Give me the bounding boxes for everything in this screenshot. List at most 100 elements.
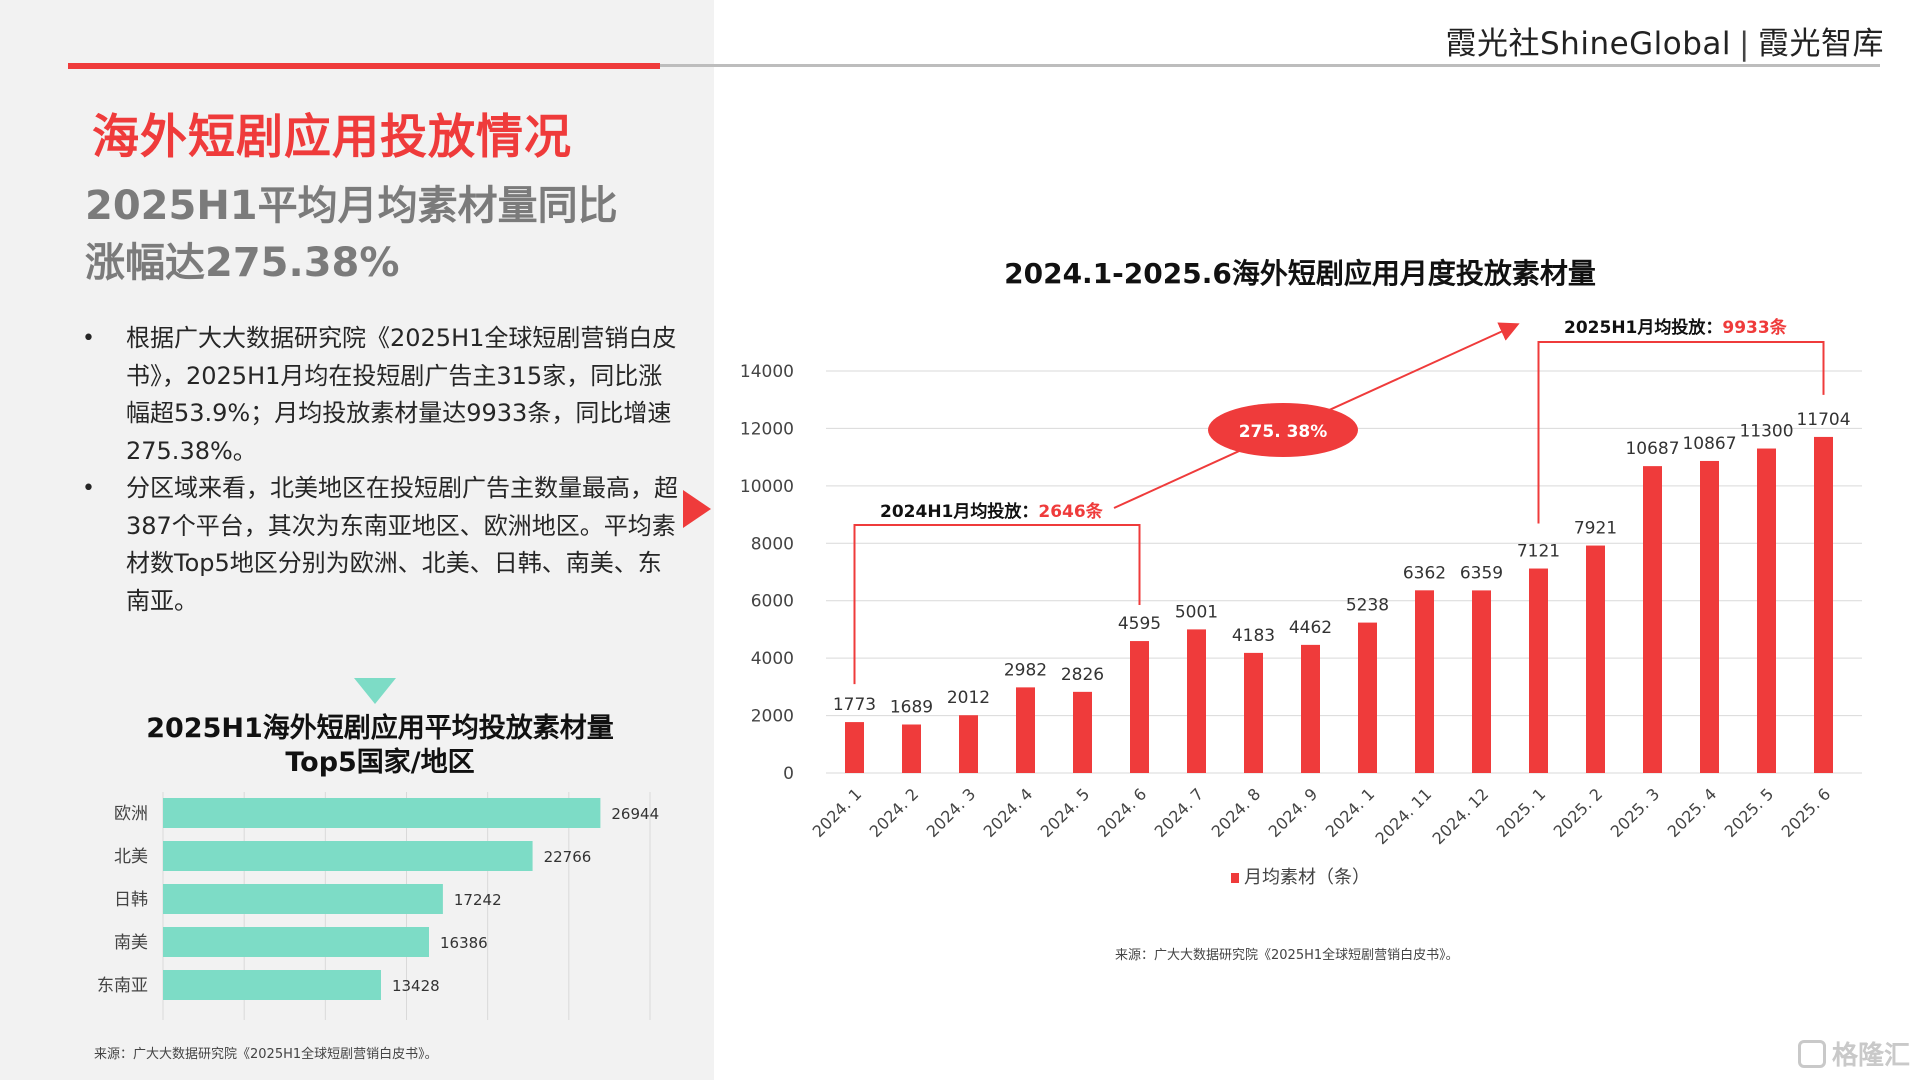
- x-tick-label: 2024. 1: [809, 784, 866, 841]
- bar: [1757, 448, 1776, 773]
- x-tick-label: 2024. 9: [1265, 784, 1322, 841]
- bar: [845, 722, 864, 773]
- y-tick-label: 8000: [751, 534, 794, 554]
- bar: [1415, 590, 1434, 773]
- bar: [959, 715, 978, 773]
- x-tick-label: 2025. 2: [1550, 784, 1607, 841]
- bracket-2025h1: [1537, 341, 1825, 524]
- annotation-2025h1-value: 9933条: [1722, 317, 1787, 338]
- x-tick-label: 2024. 3: [923, 784, 980, 841]
- bar-value-label: 5001: [1175, 602, 1218, 622]
- hbar-bar: [163, 927, 429, 957]
- y-tick-label: 6000: [751, 592, 794, 612]
- bullet-item: • 根据广大大数据研究院《2025H1全球短剧营销白皮书》，2025H1月均在投短…: [78, 320, 678, 470]
- bar: [1529, 568, 1548, 773]
- bar-value-label: 10867: [1682, 434, 1736, 454]
- bullet-text: 根据广大大数据研究院《2025H1全球短剧营销白皮书》，2025H1月均在投短剧…: [126, 324, 677, 465]
- hbar-title-line-2: Top5国家/地区: [285, 747, 475, 778]
- bar-value-label: 1773: [833, 695, 876, 715]
- bar: [1643, 466, 1662, 773]
- brand-cn: 霞光社: [1445, 26, 1540, 62]
- hbar-bar: [163, 841, 533, 871]
- y-tick-label: 14000: [740, 362, 794, 382]
- bar: [1130, 641, 1149, 773]
- subtitle-line-2: 涨幅达275.38%: [85, 240, 400, 286]
- x-tick-label: 2025. 5: [1721, 784, 1778, 841]
- bar-value-label: 4183: [1232, 626, 1275, 646]
- bar-value-label: 6359: [1460, 563, 1503, 583]
- hbar-value-label: 22766: [544, 848, 592, 866]
- subtitle-line-1: 2025H1平均月均素材量同比: [85, 183, 618, 229]
- main-chart-title: 2024.1-2025.6海外短剧应用月度投放素材量: [1004, 257, 1596, 290]
- x-tick-label: 2024. 1: [1322, 784, 1379, 841]
- hbar-chart: 欧洲 26944 北美 22766 日韩 17242 南美 16386 东南亚 13428: [97, 792, 659, 1020]
- annotation-2024h1-value: 2646条: [1038, 501, 1103, 522]
- bar-value-label: 4462: [1289, 618, 1332, 638]
- hbar-category-label: 北美: [114, 847, 148, 867]
- bullet-text: 分区域来看，北美地区在投短剧广告主数量最高，超387个平台，其次为东南亚地区、欧…: [126, 474, 678, 615]
- hbar-bar: [163, 970, 381, 1000]
- bar: [1700, 460, 1719, 773]
- bracket-2024h1: [853, 524, 1141, 685]
- annotation-2025h1: 2025H1月均投放：9933条: [1564, 317, 1788, 338]
- bar-value-label: 7121: [1517, 542, 1560, 562]
- source-note-right: 来源：广大大数据研究院《2025H1全球短剧营销白皮书》。: [1115, 948, 1459, 963]
- hbar-value-label: 16386: [440, 934, 488, 952]
- bar: [1472, 590, 1491, 773]
- bullet-dot: •: [82, 326, 95, 351]
- page-subtitle: 2025H1平均月均素材量同比 涨幅达275.38%: [85, 178, 685, 292]
- bar: [1073, 691, 1092, 773]
- header-rule: [68, 64, 1880, 67]
- bar-value-label: 2826: [1061, 665, 1104, 685]
- annotation-2024h1-label: 2024H1月均投放：: [880, 501, 1038, 522]
- hbar-value-label: 13428: [392, 977, 440, 995]
- hbar-chart-title: 2025H1海外短剧应用平均投放素材量 Top5国家/地区: [100, 712, 660, 780]
- x-tick-label: 2024. 6: [1094, 784, 1151, 841]
- watermark-text: 格隆汇: [1831, 1041, 1910, 1071]
- x-tick-label: 2024. 12: [1429, 784, 1493, 848]
- annotation-2024h1: 2024H1月均投放：2646条: [880, 501, 1104, 522]
- y-tick-label: 2000: [751, 707, 794, 727]
- bar-value-label: 6362: [1403, 563, 1446, 583]
- bar-value-label: 2012: [947, 688, 990, 708]
- bullet-item: • 分区域来看，北美地区在投短剧广告主数量最高，超387个平台，其次为东南亚地区、…: [78, 470, 678, 620]
- hbar-category-label: 欧洲: [114, 804, 148, 824]
- x-tick-label: 2024. 4: [980, 784, 1037, 841]
- hbar-title-line-1: 2025H1海外短剧应用平均投放素材量: [146, 713, 614, 744]
- bar: [1016, 687, 1035, 773]
- x-tick-label: 2025. 6: [1778, 784, 1835, 841]
- right-triangle-icon: [683, 490, 711, 528]
- brand-logo: 霞光社ShineGlobal | 霞光智库: [1446, 18, 1885, 63]
- y-tick-label: 12000: [740, 419, 794, 439]
- legend-label: 月均素材（条）: [1244, 867, 1370, 888]
- hbar-category-label: 东南亚: [97, 976, 148, 996]
- x-tick-label: 2025. 1: [1493, 784, 1550, 841]
- bar: [1358, 622, 1377, 773]
- header-accent-rule: [68, 63, 660, 69]
- x-tick-label: 2024. 8: [1208, 784, 1265, 841]
- y-tick-label: 4000: [751, 649, 794, 669]
- source-note-left: 来源：广大大数据研究院《2025H1全球短剧营销白皮书》。: [94, 1047, 438, 1062]
- bar: [1244, 652, 1263, 773]
- bar: [902, 724, 921, 773]
- brand-library: 霞光智库: [1758, 26, 1884, 62]
- bullet-dot: •: [82, 476, 95, 501]
- bar: [1301, 644, 1320, 773]
- watermark: 格隆汇: [1797, 1035, 1910, 1072]
- hbar-value-label: 26944: [611, 805, 659, 823]
- bar-value-label: 2982: [1004, 660, 1047, 680]
- bar-value-label: 11300: [1739, 422, 1793, 442]
- page-title: 海外短剧应用投放情况: [92, 110, 572, 165]
- bar-value-label: 10687: [1625, 439, 1679, 459]
- growth-badge: [1208, 403, 1358, 457]
- brand-separator: |: [1739, 26, 1750, 62]
- x-tick-label: 2024. 2: [866, 784, 923, 841]
- x-tick-label: 2025. 4: [1664, 784, 1721, 841]
- bar: [1187, 629, 1206, 773]
- y-tick-label: 10000: [740, 477, 794, 497]
- bar-value-label: 5238: [1346, 596, 1389, 616]
- brand-en: ShineGlobal: [1540, 26, 1732, 62]
- hbar-bar: [163, 884, 443, 914]
- growth-badge-label: 275. 38%: [1239, 422, 1328, 442]
- bar: [1814, 436, 1833, 773]
